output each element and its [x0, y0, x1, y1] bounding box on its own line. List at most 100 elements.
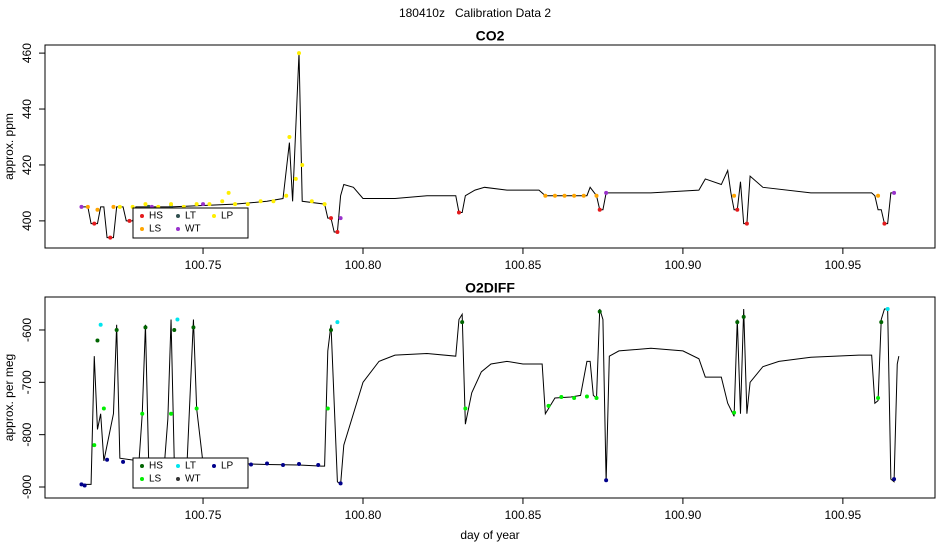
legend-label: LT [185, 211, 196, 222]
data-point [121, 459, 126, 464]
data-point [329, 216, 334, 221]
data-point [309, 199, 314, 204]
data-point [735, 207, 740, 212]
data-point [127, 218, 132, 223]
data-point [79, 204, 84, 209]
legend-label: HS [149, 461, 163, 472]
data-point [101, 406, 106, 411]
data-point [604, 190, 609, 195]
data-point [284, 193, 289, 198]
legend-marker [140, 227, 144, 231]
data-point [194, 406, 199, 411]
legend-marker [176, 227, 180, 231]
legend-marker [140, 464, 144, 468]
y-tick-label: -900 [20, 475, 34, 499]
page-title: 180410z Calibration Data 2 [399, 6, 551, 20]
legend-marker [176, 477, 180, 481]
y-tick-label: 420 [20, 155, 34, 175]
data-point [140, 411, 145, 416]
data-point [732, 410, 737, 415]
data-point [245, 202, 250, 207]
legend-box [132, 457, 249, 489]
data-point [546, 403, 551, 408]
data-point [597, 207, 602, 212]
data-point [460, 320, 465, 325]
data-point [597, 309, 602, 314]
data-point [456, 210, 461, 215]
data-point [207, 202, 212, 207]
chart-title: CO2 [476, 28, 505, 44]
legend-marker [176, 214, 180, 218]
data-point [581, 193, 586, 198]
data-point [117, 204, 122, 209]
legend-marker [212, 214, 216, 218]
data-point [220, 199, 225, 204]
data-point [885, 307, 890, 312]
x-tick-label: 100.80 [345, 508, 382, 522]
data-point [95, 207, 100, 212]
data-point [169, 202, 174, 207]
data-point [604, 478, 609, 483]
data-point [143, 325, 148, 330]
data-point [316, 463, 321, 468]
data-point [572, 193, 577, 198]
legend-marker [140, 214, 144, 218]
legend-marker [176, 464, 180, 468]
data-point [249, 462, 254, 467]
legend-label: LP [221, 461, 234, 472]
data-point [876, 396, 881, 401]
data-point [265, 461, 270, 466]
y-tick-label: 460 [20, 43, 34, 63]
data-line [81, 308, 900, 486]
data-point [559, 394, 564, 399]
x-tick-label: 100.90 [665, 258, 702, 272]
data-point [85, 204, 90, 209]
data-point [584, 394, 589, 399]
data-point [111, 204, 116, 209]
legend-marker [212, 464, 216, 468]
x-tick-label: 100.95 [825, 258, 862, 272]
plot-frame [44, 44, 936, 249]
data-point [175, 317, 180, 322]
y-tick-label: -700 [20, 370, 34, 394]
y-tick-label: 440 [20, 99, 34, 119]
data-point [297, 461, 302, 466]
data-point [463, 406, 468, 411]
data-point [82, 483, 87, 488]
legend-box [132, 207, 249, 239]
y-tick-label: -600 [20, 318, 34, 342]
legend-label: WT [185, 224, 201, 235]
y-axis-label: approx. per meg [2, 354, 16, 441]
data-point [594, 396, 599, 401]
x-tick-label: 100.85 [505, 508, 542, 522]
x-tick-label: 100.75 [185, 258, 222, 272]
data-point [562, 193, 567, 198]
data-point [105, 457, 110, 462]
x-tick-label: 100.90 [665, 508, 702, 522]
data-point [108, 235, 113, 240]
data-point [281, 463, 286, 468]
plot-frame [44, 296, 936, 499]
data-point [98, 322, 103, 327]
data-point [169, 411, 174, 416]
data-point [335, 320, 340, 325]
data-point [297, 51, 302, 56]
data-point [226, 190, 231, 195]
data-point [338, 216, 343, 221]
x-tick-label: 100.85 [505, 258, 542, 272]
data-point [744, 221, 749, 226]
y-tick-label: 400 [20, 211, 34, 231]
legend-marker [140, 477, 144, 481]
data-point [79, 482, 84, 487]
data-point [572, 396, 577, 401]
data-point [882, 221, 887, 226]
x-tick-label: 100.75 [185, 508, 222, 522]
data-point [258, 199, 263, 204]
data-point [143, 202, 148, 207]
data-point [594, 193, 599, 198]
data-point [233, 202, 238, 207]
data-point [95, 338, 100, 343]
legend-label: LP [221, 211, 234, 222]
data-point [271, 199, 276, 204]
